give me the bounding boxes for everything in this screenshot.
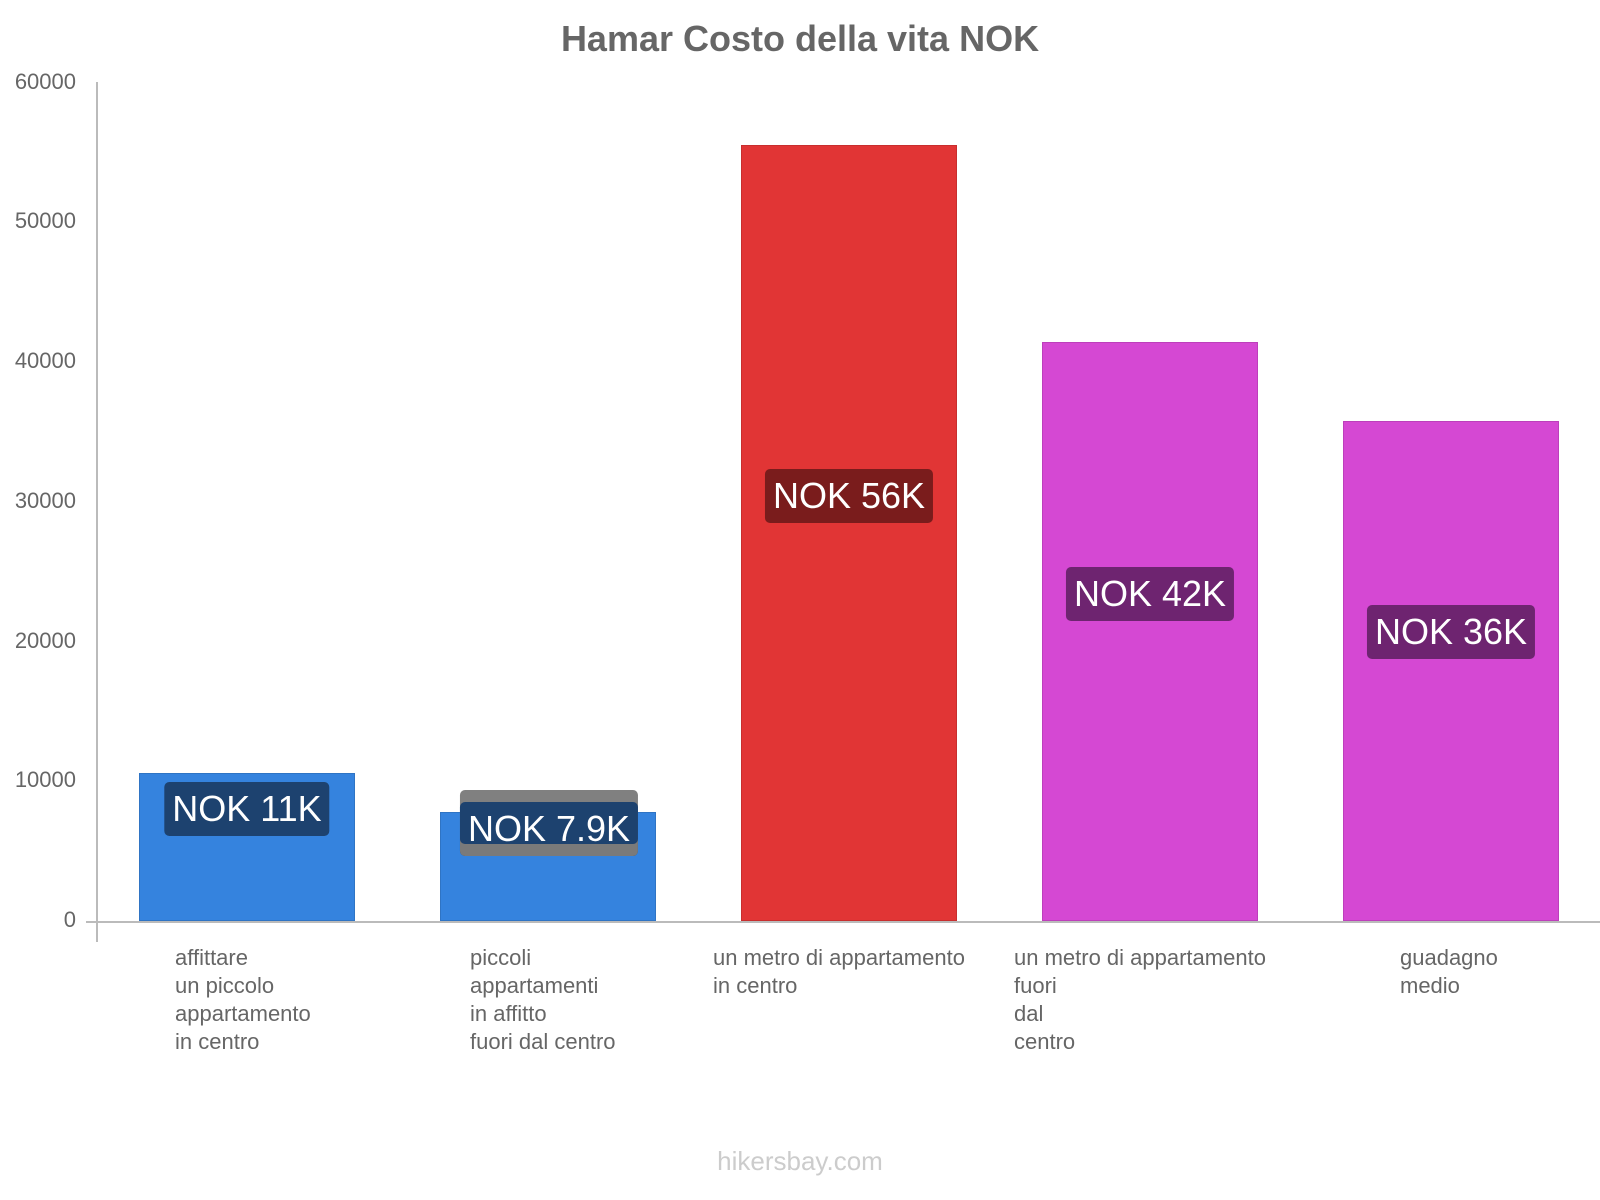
y-tick-30000: 30000 xyxy=(14,488,76,513)
bar-average-salary xyxy=(1343,421,1559,921)
y-tick-20000: 20000 xyxy=(14,628,76,653)
bar-sqm-outside xyxy=(1042,342,1258,921)
x-axis xyxy=(86,921,1600,923)
bar-sqm-center xyxy=(741,145,957,921)
data-label-sqm-outside: NOK 42K xyxy=(1065,567,1235,621)
x-label-rent-small-center: affittare un piccolo appartamento in cen… xyxy=(175,945,311,1054)
data-label-average-salary: NOK 36K xyxy=(1366,605,1536,659)
x-label-rent-small-outside: piccoli appartamenti in affitto fuori da… xyxy=(470,945,616,1054)
data-label-sqm-center: NOK 56K xyxy=(764,469,934,523)
x-label-sqm-outside: un metro di appartamento fuori dal centr… xyxy=(1014,945,1266,1054)
x-label-sqm-center: un metro di appartamento in centro xyxy=(713,945,965,998)
data-label-rent-small-outside: NOK 7.9K xyxy=(459,802,639,856)
y-tick-60000: 60000 xyxy=(14,69,76,94)
y-tick-0: 0 xyxy=(63,907,76,932)
y-tick-40000: 40000 xyxy=(14,348,76,373)
x-label-average-salary: guadagno medio xyxy=(1400,945,1498,998)
y-tick-10000: 10000 xyxy=(14,767,76,792)
y-axis xyxy=(96,82,98,942)
data-label-rent-small-center: NOK 11K xyxy=(164,782,330,836)
chart-title: Hamar Costo della vita NOK xyxy=(560,18,1040,59)
y-tick-50000: 50000 xyxy=(14,208,76,233)
footer-watermark: hikersbay.com xyxy=(717,1146,883,1176)
